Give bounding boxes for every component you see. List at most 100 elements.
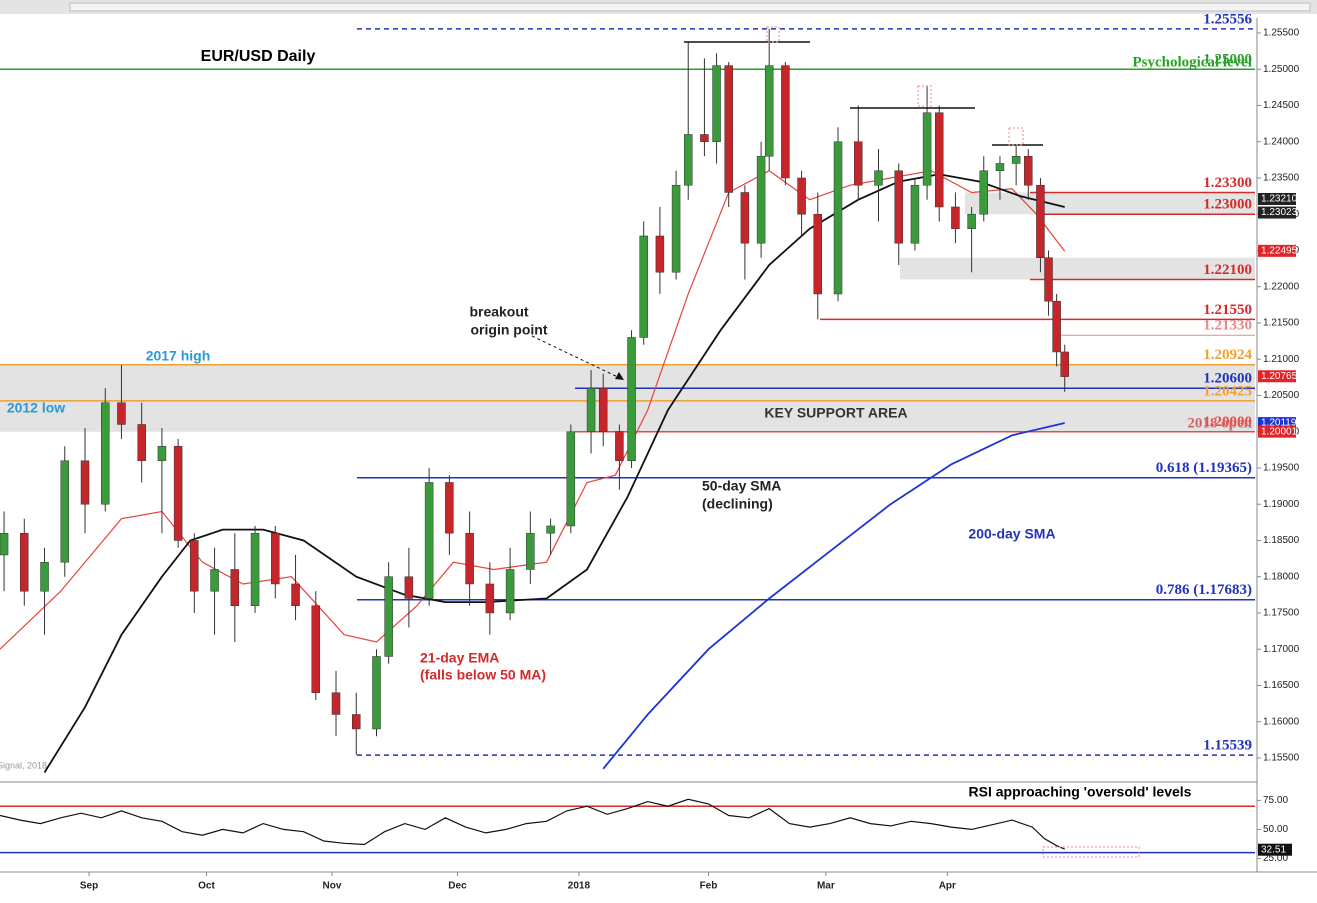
candle-body bbox=[671, 184, 681, 273]
candle-body bbox=[854, 141, 863, 186]
level-label: 0.618 (1.19365) bbox=[1156, 460, 1252, 476]
candle-body bbox=[979, 170, 989, 215]
candle-body bbox=[740, 192, 750, 244]
candle-body bbox=[505, 569, 515, 614]
level-label: 1.25000 bbox=[1203, 52, 1252, 68]
candle-body bbox=[700, 134, 709, 142]
x-tick-label: Sep bbox=[80, 881, 98, 892]
x-tick-label: Mar bbox=[817, 881, 835, 892]
candle-body bbox=[546, 525, 555, 534]
candle-body bbox=[404, 576, 414, 599]
arrow-head bbox=[615, 372, 624, 380]
x-tick-label: Dec bbox=[448, 881, 467, 892]
candle-body bbox=[0, 532, 9, 556]
candle-body bbox=[598, 387, 608, 432]
x-tick-label: Feb bbox=[700, 881, 718, 892]
candle-body bbox=[445, 482, 454, 534]
x-tick-label: Oct bbox=[198, 881, 215, 892]
level-label: 1.23300 bbox=[1203, 175, 1252, 191]
level-label: 1.21550 bbox=[1203, 302, 1252, 318]
candle-body bbox=[756, 155, 766, 244]
candle-body bbox=[384, 576, 393, 657]
level-label: 0.786 (1.17683) bbox=[1156, 582, 1252, 598]
rsi-panel: 25.00 50.00 75.00 Sep Oct Nov Dec 2018 Feb Mar Apr… bbox=[0, 784, 1292, 892]
candle-body bbox=[291, 583, 300, 606]
candle-body bbox=[250, 532, 260, 606]
rsi-badge bbox=[1258, 843, 1292, 856]
annotation: (falls below 50 MA) bbox=[420, 667, 546, 683]
price-badge bbox=[1258, 425, 1296, 438]
price-badge-label: 1.23023 bbox=[1261, 207, 1298, 218]
candle-body bbox=[615, 431, 624, 461]
candle-body bbox=[813, 213, 823, 295]
candle-body bbox=[157, 445, 167, 461]
candle-body bbox=[1044, 257, 1053, 302]
candle-body bbox=[230, 569, 240, 606]
y-tick-label: 50.00 bbox=[1263, 824, 1288, 835]
rsi-line bbox=[0, 798, 1065, 850]
y-tick-label: 1.25000 bbox=[1263, 64, 1300, 75]
level-label: 1.20600 bbox=[1203, 371, 1252, 387]
candle-body bbox=[1024, 155, 1033, 186]
peak-box bbox=[1008, 127, 1024, 146]
y-tick-label: 1.20500 bbox=[1263, 390, 1300, 401]
support-zone bbox=[900, 257, 1255, 280]
candle-body bbox=[764, 65, 774, 157]
annotation: 21-day EMA bbox=[420, 650, 499, 666]
price-badge-label: 1.23210 bbox=[1261, 194, 1298, 205]
candle-body bbox=[922, 112, 932, 186]
candle-body bbox=[781, 65, 790, 179]
price-badge-label: 1.20001 bbox=[1261, 426, 1298, 437]
candle-body bbox=[1011, 155, 1021, 164]
y-tick-label: 1.18500 bbox=[1263, 535, 1300, 546]
candle-body bbox=[137, 424, 146, 461]
level-label: 1.22100 bbox=[1203, 262, 1252, 278]
y-tick-label: 1.23500 bbox=[1263, 173, 1300, 184]
y-tick-label: 1.19500 bbox=[1263, 463, 1300, 474]
annotation: (declining) bbox=[702, 496, 773, 512]
y-tick-label: 1.16000 bbox=[1263, 716, 1300, 727]
y-tick-label: 1.17000 bbox=[1263, 644, 1300, 655]
annotation: 2012 low bbox=[7, 400, 65, 416]
candle-body bbox=[1052, 300, 1061, 353]
level-label: 1.20924 bbox=[1203, 347, 1252, 363]
y-tick-label: 1.21500 bbox=[1263, 318, 1300, 329]
y-tick-label: 75.00 bbox=[1263, 795, 1288, 806]
x-tick-label: Nov bbox=[323, 881, 342, 892]
breakout-arrow bbox=[531, 335, 625, 381]
rsi-title: RSI approaching 'oversold' levels bbox=[969, 784, 1192, 800]
candle-body bbox=[60, 460, 70, 563]
candle-body bbox=[910, 184, 920, 244]
candle-body bbox=[331, 692, 341, 715]
candle-body bbox=[566, 431, 576, 527]
annotation: Psychological level bbox=[1132, 54, 1252, 70]
candle-body bbox=[683, 134, 693, 186]
candle-body bbox=[1060, 351, 1069, 377]
candle-body bbox=[101, 402, 110, 505]
level-label: 1.23000 bbox=[1203, 197, 1252, 213]
candle-body bbox=[485, 583, 495, 614]
price-badge-label: 1.20765 bbox=[1261, 371, 1298, 382]
y-tick-label: 1.16500 bbox=[1263, 680, 1300, 691]
candle-body bbox=[586, 387, 596, 432]
candle-body bbox=[833, 141, 843, 295]
y-tick-label: 1.25500 bbox=[1263, 28, 1300, 39]
peak-box bbox=[917, 85, 932, 107]
x-tick-label: Apr bbox=[939, 881, 956, 892]
annotation: 2018 open bbox=[1187, 415, 1252, 431]
candle-body bbox=[20, 532, 29, 592]
price-badge-label: 1.20119 bbox=[1261, 418, 1297, 429]
candle-body bbox=[1036, 184, 1045, 258]
y-tick-label: 1.22000 bbox=[1263, 281, 1300, 292]
level-label: 1.15539 bbox=[1203, 738, 1252, 754]
x-tick-label: 2018 bbox=[568, 881, 591, 892]
candle-body bbox=[40, 561, 49, 592]
price-panel: 1.15500 1.16000 1.16500 1.17000 1.17500 1.180… bbox=[0, 11, 1300, 773]
rsi-badge-label: 32.51 bbox=[1261, 844, 1286, 855]
candle-body bbox=[424, 482, 434, 599]
candle-body bbox=[655, 235, 665, 273]
annotation: eSignal, 2018 bbox=[0, 760, 47, 770]
annotation: 50-day SMA bbox=[702, 478, 781, 494]
